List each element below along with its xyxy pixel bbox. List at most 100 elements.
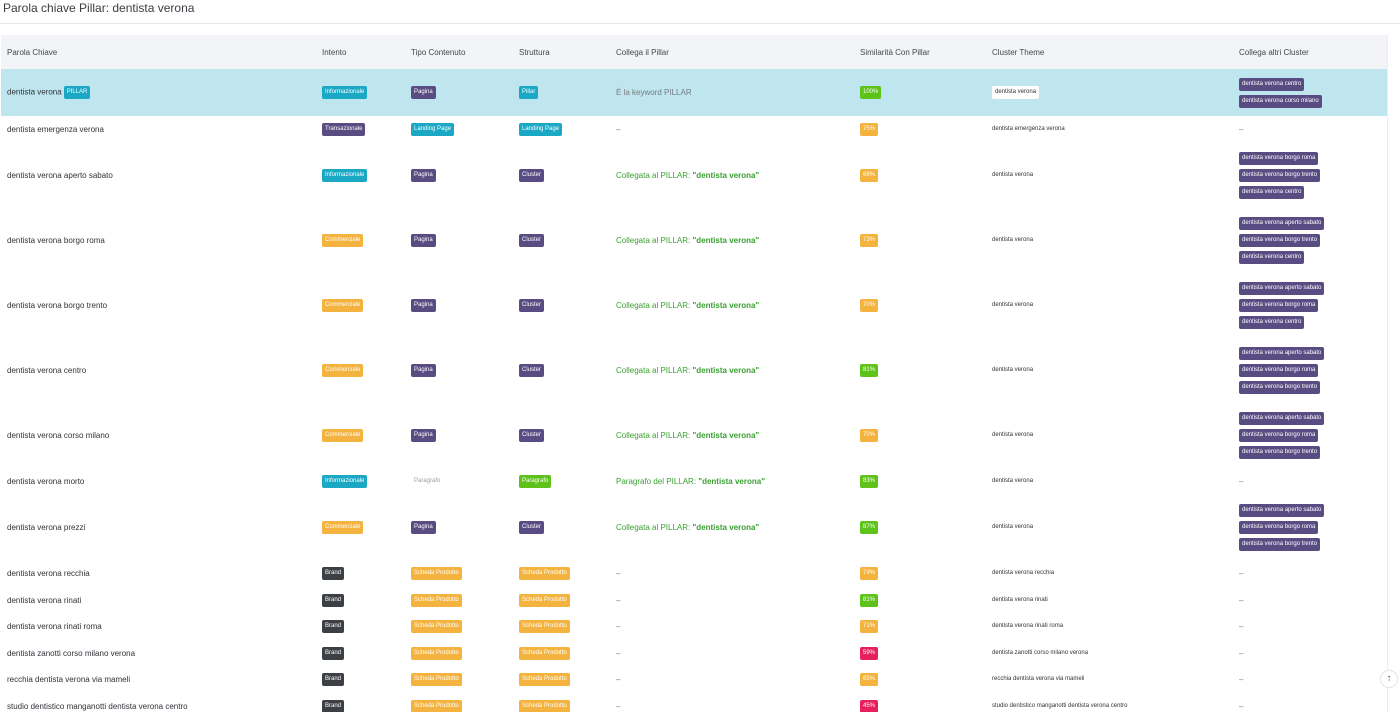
similarity-badge: 73% [860, 234, 879, 247]
pillar-link-text[interactable]: Collegata al PILLAR: "dentista verona" [616, 171, 759, 180]
pillar-link-name[interactable]: "dentista verona" [692, 236, 760, 245]
table-row[interactable]: dentista verona corso milano Commerciale P… [1, 403, 1387, 468]
keyword-text[interactable]: dentista verona corso milano [7, 431, 110, 440]
table-row[interactable]: dentista verona PILLAR Informazionale Pagin… [1, 69, 1387, 116]
pillar-link-name[interactable]: "dentista verona" [692, 523, 760, 532]
column-header-keyword[interactable]: Parola Chiave [7, 47, 58, 57]
pillar-link-cell: – [610, 560, 854, 587]
keyword-text[interactable]: studio dentistico manganotti dentista ve… [7, 701, 188, 711]
table-row[interactable]: dentista verona rinati Brand Scheda Prodot… [1, 587, 1387, 613]
table-row[interactable]: dentista zanotti corso milano verona Bran… [1, 640, 1387, 666]
keyword-text[interactable]: dentista zanotti corso milano verona [7, 648, 136, 658]
table-row[interactable]: dentista verona borgo trento Commerciale P… [1, 273, 1387, 338]
table-row[interactable]: dentista verona centro Commerciale Pagina C… [1, 338, 1387, 403]
structure-cell: Scheda Prodotto [513, 560, 610, 587]
content-type-cell: Pagina [405, 403, 513, 468]
cluster-link-list: dentista verona centro dentista verona co… [1239, 77, 1387, 108]
column-header-other-clusters[interactable]: Collega altri Cluster [1239, 47, 1309, 57]
pillar-link-name[interactable]: "dentista verona" [692, 366, 760, 375]
cluster-link-badge[interactable]: dentista verona borgo trento [1239, 446, 1321, 459]
pillar-link-text[interactable]: Collegata al PILLAR: "dentista verona" [616, 523, 759, 532]
cluster-link-badge[interactable]: dentista verona aperto sabato [1239, 347, 1325, 360]
column-header-similarity[interactable]: Similarità Con Pillar [860, 47, 930, 57]
cluster-link-badge[interactable]: dentista verona centro [1239, 251, 1305, 264]
keyword-text[interactable]: dentista verona rinati roma [7, 622, 102, 631]
structure-cell: Landing Page [513, 116, 610, 143]
cluster-link-badge[interactable]: dentista verona borgo trento [1239, 169, 1321, 182]
pillar-link-text[interactable]: Collegata al PILLAR: "dentista verona" [616, 301, 759, 310]
column-header-intent[interactable]: Intento [322, 47, 347, 57]
keyword-text[interactable]: dentista verona [7, 87, 62, 97]
column-header-cluster-theme[interactable]: Cluster Theme [992, 47, 1045, 57]
table-row[interactable]: dentista verona morto Informazionale Parag… [1, 468, 1387, 495]
pillar-link-text[interactable]: Collegata al PILLAR: "dentista verona" [616, 366, 759, 375]
table-row[interactable]: recchia dentista verona via mameli Brand S… [1, 666, 1387, 693]
table-row[interactable]: dentista verona borgo roma Commerciale Pag… [1, 208, 1387, 273]
cluster-link-list: dentista verona borgo roma dentista veron… [1239, 152, 1387, 199]
cluster-link-badge[interactable]: dentista verona aperto sabato [1239, 282, 1325, 295]
table-row[interactable]: dentista verona recchia Brand Scheda Prodo… [1, 560, 1387, 587]
cluster-link-badge[interactable]: dentista verona aperto sabato [1239, 504, 1325, 517]
cluster-link-badge[interactable]: dentista verona borgo roma [1239, 152, 1319, 165]
content-type-badge: Pagina [411, 521, 436, 534]
keyword-text[interactable]: dentista verona centro [7, 366, 87, 375]
pillar-link-name[interactable]: "dentista verona" [692, 171, 760, 180]
cluster-link-badge[interactable]: dentista verona borgo trento [1239, 538, 1321, 551]
scrollbar-track[interactable] [1387, 35, 1388, 712]
cluster-link-badge[interactable]: dentista verona borgo trento [1239, 381, 1321, 394]
intent-cell: Brand [316, 613, 405, 640]
intent-badge: Commerciale [322, 521, 364, 534]
cluster-link-badge[interactable]: dentista verona corso milano [1239, 94, 1322, 108]
structure-badge: Cluster [519, 521, 545, 534]
cluster-theme-label: dentista emergenza verona [992, 126, 1065, 132]
similarity-cell: 81% [854, 338, 986, 403]
table-row[interactable]: studio dentistico manganotti dentista ve… [1, 693, 1387, 712]
cluster-theme-cell: studio dentistico manganotti dentista ve… [986, 693, 1233, 712]
structure-cell: Cluster [513, 208, 610, 273]
pillar-link-text[interactable]: Collegata al PILLAR: "dentista verona" [616, 431, 759, 440]
intent-badge: Commerciale [322, 299, 364, 312]
cluster-link-badge[interactable]: dentista verona borgo roma [1239, 521, 1319, 534]
pillar-link-cell: Paragrafo del PILLAR: "dentista verona" [610, 468, 854, 495]
structure-cell: Scheda Prodotto [513, 666, 610, 693]
column-header-content-type[interactable]: Tipo Contenuto [411, 47, 466, 57]
table-row[interactable]: dentista verona prezzi Commerciale Pagina C… [1, 495, 1387, 560]
cluster-link-badge[interactable]: dentista verona centro [1239, 186, 1305, 199]
keyword-text[interactable]: dentista verona rinati [7, 595, 82, 605]
column-header-structure[interactable]: Struttura [519, 47, 550, 57]
pillar-link-name[interactable]: "dentista verona" [692, 301, 760, 310]
cluster-link-badge[interactable]: dentista verona borgo roma [1239, 429, 1319, 442]
table-row[interactable]: dentista emergenza verona Transazionale La… [1, 116, 1387, 143]
similarity-cell: 73% [854, 208, 986, 273]
keyword-text[interactable]: recchia dentista verona via mameli [7, 675, 131, 684]
keyword-text[interactable]: dentista verona recchia [7, 569, 90, 578]
pillar-link-text: – [616, 648, 621, 658]
table-row[interactable]: dentista verona aperto sabato Informazion… [1, 143, 1387, 208]
cluster-link-badge[interactable]: dentista verona centro [1239, 77, 1305, 91]
intent-cell: Commerciale [316, 273, 405, 338]
intent-badge: Brand [322, 620, 345, 633]
keyword-text[interactable]: dentista verona morto [7, 477, 85, 486]
table-row[interactable]: dentista verona rinati roma Brand Scheda P… [1, 613, 1387, 640]
keyword-text[interactable]: dentista verona prezzi [7, 523, 86, 532]
pillar-link-text[interactable]: Paragrafo del PILLAR: "dentista verona" [616, 477, 765, 486]
pillar-link-cell: È la keyword PILLAR [610, 69, 854, 116]
pillar-link-name[interactable]: "dentista verona" [698, 477, 765, 486]
keyword-text[interactable]: dentista verona aperto sabato [7, 171, 113, 180]
scroll-to-top-button[interactable]: ↑ [1380, 670, 1398, 688]
cluster-link-badge[interactable]: dentista verona borgo roma [1239, 299, 1319, 312]
cluster-link-badge[interactable]: dentista verona borgo roma [1239, 364, 1319, 377]
cluster-link-badge[interactable]: dentista verona aperto sabato [1239, 412, 1325, 425]
other-clusters-cell: dentista verona aperto sabato dentista ve… [1233, 273, 1387, 338]
keyword-text[interactable]: dentista emergenza verona [7, 125, 104, 134]
cluster-link-badge[interactable]: dentista verona centro [1239, 316, 1305, 329]
keyword-text[interactable]: dentista verona borgo roma [7, 236, 105, 245]
similarity-badge: 81% [860, 364, 879, 377]
cluster-link-badge[interactable]: dentista verona aperto sabato [1239, 217, 1325, 230]
pillar-link-cell: – [610, 613, 854, 640]
cluster-link-badge[interactable]: dentista verona borgo trento [1239, 234, 1321, 247]
column-header-pillar-link[interactable]: Collega il Pillar [616, 47, 669, 57]
keyword-text[interactable]: dentista verona borgo trento [7, 301, 108, 310]
pillar-link-text[interactable]: Collegata al PILLAR: "dentista verona" [616, 236, 759, 245]
pillar-link-name[interactable]: "dentista verona" [692, 431, 760, 440]
